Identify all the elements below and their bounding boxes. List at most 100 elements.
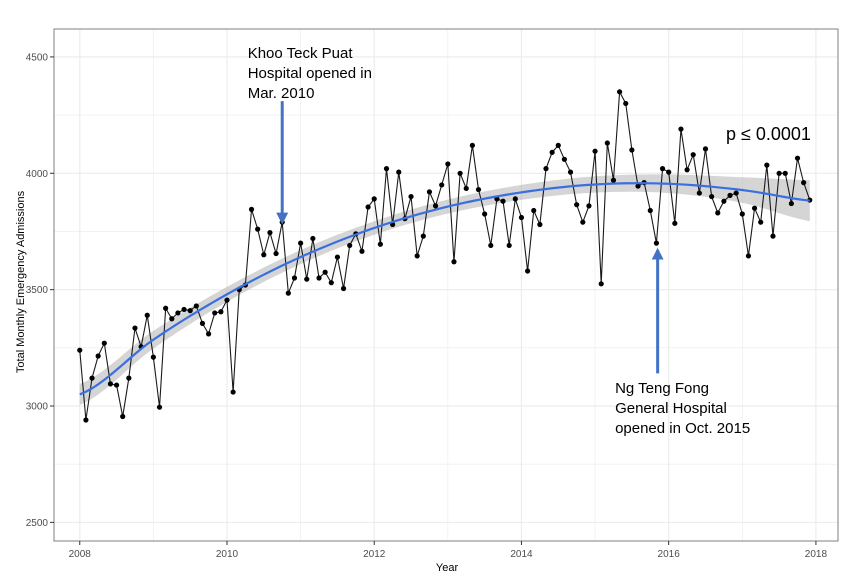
x-tick-label: 2016 — [658, 549, 681, 560]
data-point — [592, 148, 598, 154]
data-point — [126, 375, 132, 381]
data-point — [120, 413, 126, 420]
data-point — [739, 211, 745, 217]
data-point — [457, 170, 463, 176]
x-tick-label: 2018 — [805, 549, 828, 560]
data-point — [506, 242, 512, 249]
data-point — [316, 275, 322, 281]
data-point — [764, 162, 770, 168]
data-point — [623, 100, 629, 107]
data-point — [543, 166, 549, 172]
data-point — [340, 285, 347, 292]
data-point — [218, 309, 224, 315]
data-point — [574, 202, 580, 208]
data-point — [549, 149, 555, 155]
data-point — [187, 308, 193, 314]
data-point — [199, 320, 206, 326]
y-axis-title: Total Monthly Emergency Admissions — [15, 190, 27, 373]
data-point — [635, 183, 641, 189]
data-point — [555, 142, 561, 148]
data-point — [518, 214, 525, 221]
data-point — [304, 276, 310, 282]
data-point — [567, 169, 574, 175]
data-point — [653, 240, 660, 246]
data-point — [144, 312, 150, 318]
data-point — [414, 253, 420, 259]
data-point — [132, 325, 138, 331]
trend-line — [79, 182, 810, 396]
data-point — [672, 220, 678, 226]
data-point — [629, 147, 635, 153]
data-point — [224, 297, 230, 303]
y-tick-label: 3500 — [26, 285, 49, 296]
data-point — [298, 240, 304, 246]
y-tick-label: 4500 — [26, 52, 49, 63]
data-point — [377, 241, 383, 247]
data-point — [181, 306, 187, 313]
annotation-khoo-teck-puat-line: Khoo Teck Puat — [248, 45, 354, 62]
data-point — [322, 269, 328, 275]
data-point — [647, 207, 653, 214]
data-point — [788, 200, 794, 207]
data-point — [512, 196, 518, 202]
data-point — [782, 170, 788, 176]
confidence-ribbon — [79, 174, 810, 405]
data-point — [561, 156, 567, 162]
annotation-ng-teng-fong-line: Ng Teng Fong — [615, 380, 709, 397]
data-point — [230, 389, 236, 395]
axis-ticks: 2008 2010 2012 2014 2016 2018 2500 3000 3500 4000… — [26, 52, 828, 560]
data-point — [721, 198, 727, 204]
data-point — [751, 205, 758, 211]
data-point — [169, 316, 175, 322]
data-point — [500, 198, 506, 204]
data-point — [175, 310, 181, 316]
data-point — [659, 166, 666, 172]
data-point — [432, 203, 439, 209]
data-point — [482, 211, 488, 217]
data-point — [334, 254, 341, 260]
data-point — [359, 248, 365, 254]
data-point — [193, 303, 199, 309]
data-point — [328, 280, 334, 286]
data-point — [617, 89, 623, 95]
grid-lines — [54, 29, 838, 541]
data-point — [107, 381, 114, 387]
data-point — [445, 161, 451, 167]
data-point — [267, 230, 273, 236]
data-point — [537, 221, 543, 228]
data-point — [83, 417, 89, 423]
annotation-ng-teng-fong-line: General Hospital — [615, 400, 727, 417]
data-point — [163, 305, 169, 311]
data-point — [212, 310, 218, 316]
y-tick-label: 3000 — [26, 402, 49, 413]
annotation-khoo-teck-puat-line: Mar. 2010 — [248, 85, 315, 102]
data-point — [463, 185, 469, 192]
data-point — [255, 226, 261, 232]
data-point — [488, 242, 494, 249]
data-point — [475, 186, 482, 193]
data-point — [666, 169, 672, 175]
data-point — [150, 354, 156, 360]
data-point — [770, 233, 776, 239]
annotation-khoo-teck-puat-line: Hospital opened in — [248, 65, 372, 82]
data-point — [610, 177, 617, 183]
data-point — [451, 259, 457, 265]
data-point — [420, 233, 426, 239]
data-point — [156, 404, 163, 410]
data-point — [205, 331, 212, 337]
data-point — [383, 166, 390, 172]
data-point — [524, 268, 531, 274]
data-point — [794, 155, 801, 161]
data-point — [709, 193, 715, 200]
data-point — [776, 170, 782, 176]
data-point — [684, 167, 690, 173]
data-point — [531, 207, 537, 214]
data-point — [580, 219, 586, 225]
x-axis-title: Year — [436, 562, 459, 574]
data-point — [365, 204, 371, 210]
data-point — [273, 250, 279, 257]
data-point — [261, 252, 267, 258]
data-point — [690, 152, 696, 158]
annotation-ng-teng-fong-line: opened in Oct. 2015 — [615, 420, 750, 437]
